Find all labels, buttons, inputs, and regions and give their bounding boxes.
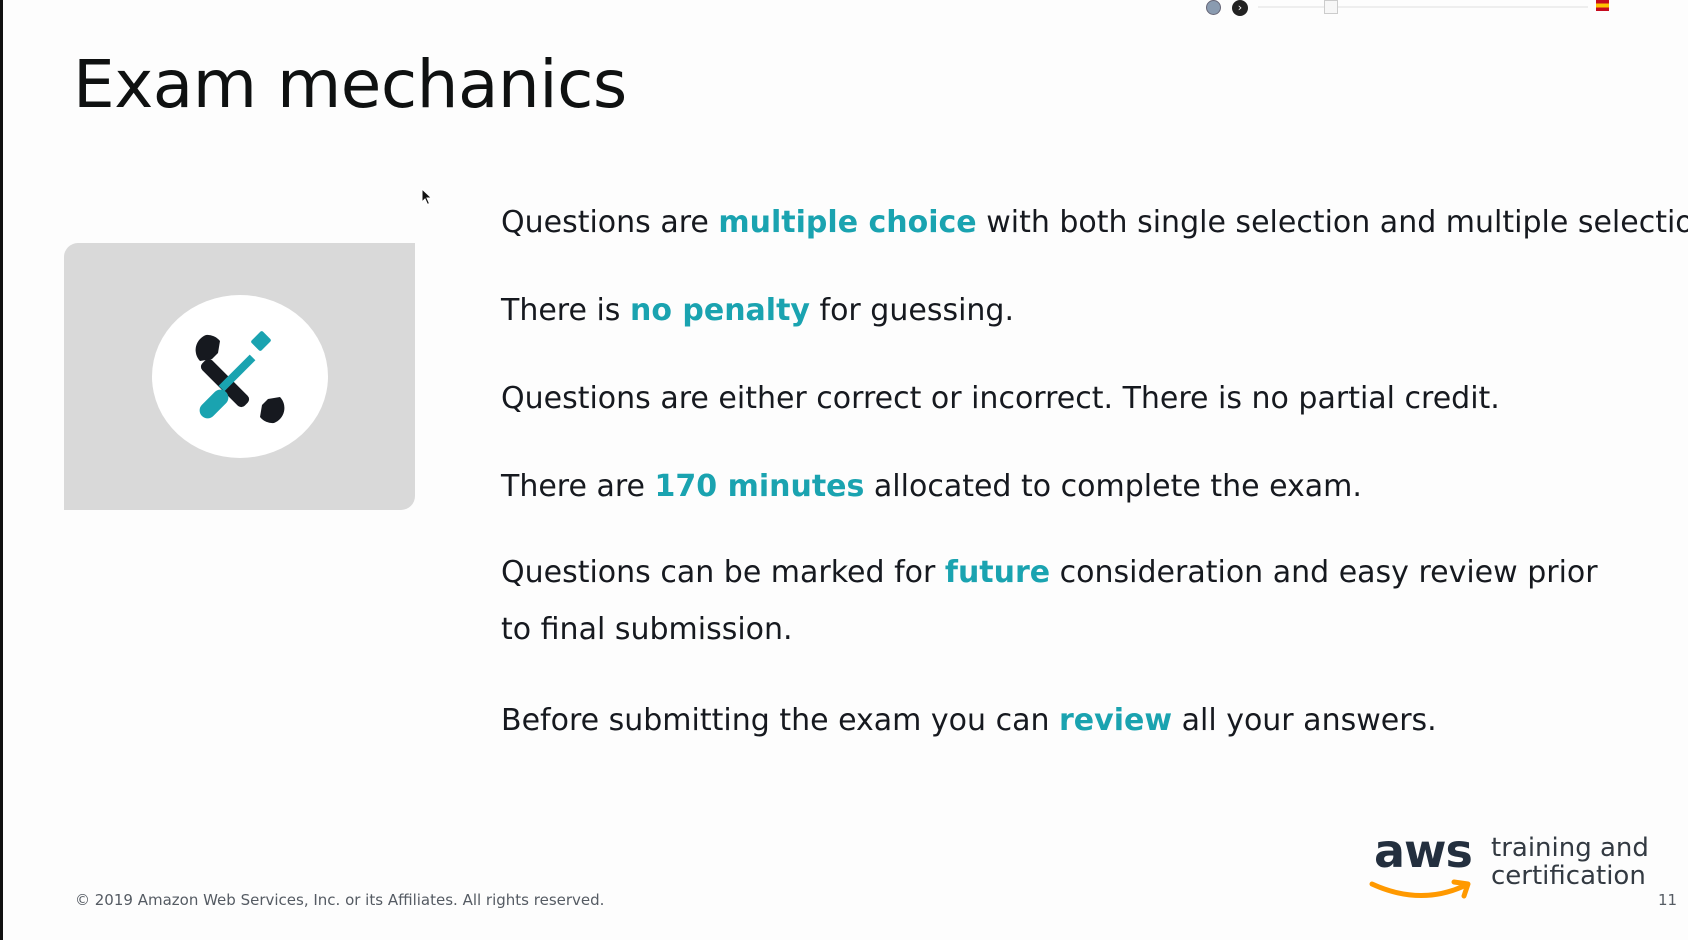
bullet-item: There is no penalty for guessing. [501,293,1015,328]
highlight-text: 170 minutes [654,469,865,504]
page-number: 11 [1658,891,1678,909]
bullet-item: Before submitting the exam you can revie… [501,703,1437,738]
progress-track[interactable] [1258,6,1588,8]
brand-tagline: training and certification [1491,833,1649,891]
aws-smile-icon [1369,879,1471,899]
globe-icon[interactable] [1206,0,1221,15]
slide: › Exam mechanics Qu [3,0,1688,940]
bullet-item: Questions can be marked for future consi… [501,555,1598,647]
document-icon[interactable] [1324,0,1338,14]
mouse-cursor-icon [421,188,433,206]
tools-icon [195,331,285,424]
copyright-footer: © 2019 Amazon Web Services, Inc. or its … [75,891,605,909]
bullet-item: Questions are either correct or incorrec… [501,381,1500,416]
language-flag-icon[interactable] [1596,0,1609,11]
presentation-toolbar: › [1198,0,1618,16]
icon-circle [152,295,328,458]
highlight-text: future [944,555,1051,590]
highlight-text: review [1059,703,1173,738]
aws-logo: aws [1368,824,1478,905]
highlight-text: no penalty [629,293,810,328]
bullet-item: Questions are multiple choice with both … [501,205,1688,240]
illustration-panel [64,243,415,510]
slide-title: Exam mechanics [73,46,627,123]
highlight-text: multiple choice [718,205,977,240]
aws-logo-text: aws [1374,824,1473,878]
window-left-border [0,0,3,940]
next-slide-button[interactable]: › [1232,0,1248,16]
bullet-item: There are 170 minutes allocated to compl… [501,469,1362,504]
